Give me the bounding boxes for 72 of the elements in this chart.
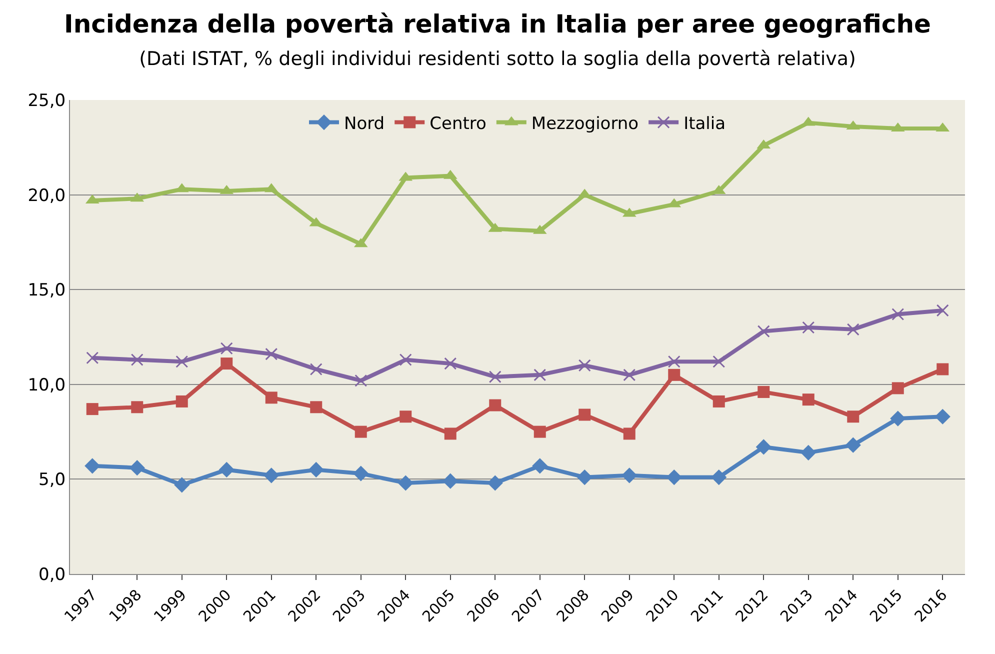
point: [622, 468, 638, 484]
y-tick-label: 0,0: [38, 564, 66, 585]
point: [86, 403, 98, 416]
y-tick-label: 15,0: [28, 280, 66, 301]
point: [802, 394, 814, 406]
point: [220, 358, 233, 370]
point: [310, 362, 322, 376]
chart-title: Incidenza della povertà relativa in Italia per aree geografiche: [64, 10, 931, 39]
point: [400, 410, 412, 423]
point: [354, 426, 367, 438]
point: [892, 308, 904, 320]
point: [890, 410, 906, 426]
chart-subtitle: (Dati ISTAT, % degli individui residenti sotto la soglia della povertà relativa): [139, 48, 856, 70]
y-tick-label: 20,0: [28, 186, 66, 206]
point: [86, 352, 99, 364]
point: [712, 355, 726, 368]
point: [666, 470, 682, 486]
point: [578, 408, 591, 421]
point: [130, 354, 144, 366]
point: [442, 473, 458, 489]
point: [758, 386, 770, 398]
point: [131, 401, 144, 414]
point: [84, 458, 100, 474]
point: [847, 410, 860, 423]
point: [354, 374, 368, 387]
point: [934, 408, 950, 424]
point: [444, 357, 457, 370]
point: [488, 370, 502, 384]
point: [668, 368, 680, 381]
legend-label: Nord: [344, 114, 385, 134]
point: [398, 475, 414, 491]
point: [668, 355, 680, 368]
y-tick-label: 10,0: [28, 375, 66, 396]
point: [623, 428, 636, 440]
point: [174, 477, 190, 493]
point: [220, 342, 233, 355]
point: [265, 392, 278, 404]
point: [757, 325, 770, 338]
point: [711, 470, 727, 486]
y-tick-label: 25,0: [28, 90, 66, 111]
point: [712, 395, 725, 408]
point: [487, 475, 503, 491]
point: [578, 359, 591, 372]
point: [129, 460, 145, 476]
point: [218, 462, 234, 478]
legend-label: Centro: [430, 114, 486, 134]
point: [310, 401, 322, 414]
point: [264, 468, 280, 484]
point: [936, 304, 949, 317]
point: [176, 395, 188, 408]
point: [399, 354, 412, 366]
point: [265, 348, 278, 360]
point: [353, 466, 369, 482]
legend-label: Italia: [684, 114, 726, 134]
point: [846, 323, 860, 336]
point: [623, 368, 636, 382]
point: [845, 437, 861, 453]
point: [534, 426, 546, 438]
point: [892, 382, 904, 394]
legend-label: Mezzogiorno: [531, 114, 639, 134]
y-tick-label: 5,0: [38, 470, 66, 490]
point: [444, 428, 456, 440]
point: [936, 363, 949, 376]
point: [576, 470, 592, 486]
point: [308, 462, 324, 478]
point: [489, 399, 502, 412]
point: [532, 458, 548, 474]
point: [534, 368, 546, 382]
point: [756, 439, 772, 455]
point: [800, 444, 816, 460]
point: [802, 321, 815, 334]
point: [176, 355, 188, 368]
